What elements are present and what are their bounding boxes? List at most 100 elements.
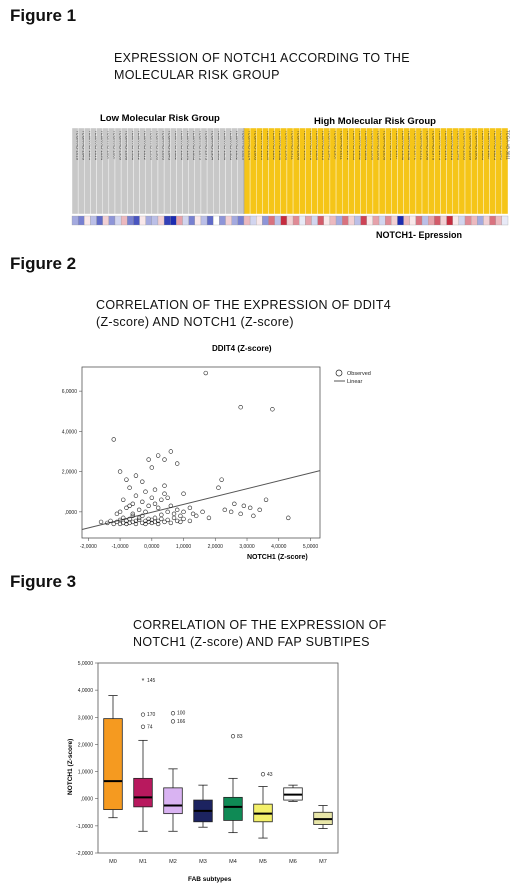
scatter-point: [219, 477, 224, 482]
outlier-label: 43: [267, 772, 273, 778]
x-tick-label: 5,0000: [303, 544, 319, 550]
expression-cell: [360, 215, 367, 226]
expression-cell: [231, 215, 238, 226]
expression-cell: [188, 215, 195, 226]
scatter-point: [178, 519, 183, 525]
scatter-point: [127, 485, 132, 490]
scatter-point: [178, 513, 183, 519]
x-tick-label: 3,0000: [239, 544, 255, 550]
scatter-point: [133, 518, 139, 524]
x-tick-label: 1,0000: [176, 544, 192, 550]
y-tick-label: 2,0000: [62, 470, 78, 476]
scatter-point: [127, 503, 132, 509]
outlier-label: 100: [177, 711, 186, 717]
expression-cell: [495, 215, 503, 226]
scatter-point: [251, 513, 256, 519]
outlier-label: 145: [147, 678, 156, 684]
x-tick-label: M3: [199, 859, 207, 865]
y-tick-label: ,0000: [64, 510, 77, 516]
scatter-point: [140, 479, 145, 484]
outlier-label: 74: [147, 724, 153, 730]
figure3-title-line1: CORRELATION OF THE EXPRESSION OF: [133, 618, 387, 632]
scatter-plot-area: [81, 366, 321, 539]
expression-cell: [77, 215, 85, 226]
scatter-point: [238, 405, 243, 410]
expression-cell: [483, 215, 490, 226]
figure3-title: CORRELATION OF THE EXPRESSION OF NOTCH1 …: [133, 617, 387, 651]
scatter-point: [117, 521, 123, 527]
scatter-point: [124, 477, 129, 482]
expression-cell: [489, 215, 496, 226]
scatter-point: [216, 485, 221, 490]
scatter-point: [263, 497, 269, 502]
scatter-point: [149, 520, 155, 526]
outlier-point: [140, 712, 146, 717]
legend-observed-label: Observed: [347, 371, 371, 377]
expression-cell: [372, 215, 380, 226]
y-tick-label: 1,0000: [78, 770, 94, 776]
scatter-point: [257, 507, 262, 513]
scatter-point: [133, 521, 139, 527]
expression-cell: [170, 215, 177, 226]
y-tick-label: ,0000: [80, 797, 93, 803]
x-tick-label: 4,0000: [271, 544, 287, 550]
figure2-scatter-chart: DDIT4 (Z-score) -2,0000 -1,0000 0,0000 1,00…: [62, 344, 371, 561]
expression-cell: [299, 215, 306, 226]
outlier-label: 83: [237, 734, 243, 740]
expression-cell: [434, 215, 441, 226]
scatter-point: [146, 516, 151, 522]
expression-cell: [446, 215, 453, 226]
scatter-point: [181, 509, 186, 515]
scatter-point: [152, 501, 158, 507]
scatter-point: [127, 520, 132, 526]
expression-cell: [127, 215, 134, 226]
x-tick-label: M5: [259, 859, 267, 865]
scatter-point: [155, 453, 161, 458]
expression-cell: [237, 215, 245, 226]
scatter-point: [155, 505, 161, 511]
low-group-label: Low Molecular Risk Group: [100, 113, 220, 124]
expression-cell: [157, 215, 165, 226]
expression-cell: [268, 215, 275, 226]
outlier-point: [170, 719, 176, 724]
scatter-point: [121, 497, 126, 502]
expression-cell: [348, 215, 355, 226]
scatter-chart-title: DDIT4 (Z-score): [212, 344, 272, 353]
figure1-heatmap: Low Molecular Risk Group High Molecular …: [71, 113, 510, 240]
scatter-point: [149, 495, 155, 500]
scatter-point: [140, 513, 145, 519]
expression-cell: [225, 215, 232, 226]
expression-cell: [323, 215, 331, 226]
expression-cell: [243, 215, 251, 226]
scatter-point: [165, 495, 170, 500]
expression-cell: [114, 215, 122, 226]
scatter-point: [121, 515, 126, 521]
scatter-point: [206, 515, 212, 521]
scatter-point: [117, 509, 123, 515]
figure3-label: Figure 3: [10, 572, 77, 591]
expression-cell: [71, 215, 79, 226]
expression-cell: [249, 215, 257, 226]
expression-cell: [151, 215, 159, 226]
scatter-point: [171, 511, 177, 517]
expression-cell: [194, 215, 202, 226]
expression-cell: [311, 215, 318, 226]
expression-cell: [213, 215, 220, 226]
y-tick-label: 6,0000: [62, 389, 78, 395]
expression-cell: [342, 215, 349, 226]
outlier-star-marker: *: [142, 678, 145, 685]
expression-cell: [421, 215, 429, 226]
outlier-label: 166: [177, 719, 186, 725]
box-M2: [163, 787, 183, 815]
expression-cell: [378, 215, 386, 226]
sample-column: [501, 127, 509, 215]
scatter-point: [124, 505, 129, 511]
y-tick-label: -2,0000: [76, 851, 93, 857]
expression-cell: [409, 215, 417, 226]
expression-cell: [206, 215, 214, 226]
scatter-point: [270, 407, 275, 412]
scatter-point: [168, 449, 174, 454]
scatter-point: [114, 519, 120, 525]
expression-label: NOTCH1- Epression: [376, 230, 462, 240]
scatter-point: [146, 457, 151, 462]
